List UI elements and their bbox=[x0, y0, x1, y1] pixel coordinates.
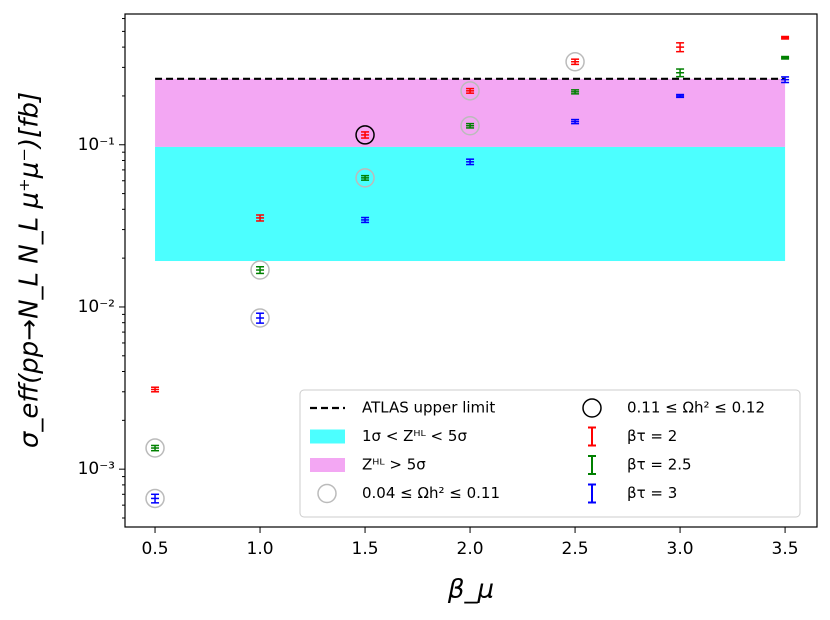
legend-label: Zᴴᴸ > 5σ bbox=[362, 456, 426, 474]
relic-circle bbox=[145, 488, 165, 509]
error-bar bbox=[256, 214, 265, 222]
legend-label: βτ = 3 bbox=[627, 484, 677, 502]
error-bar bbox=[781, 35, 790, 40]
error-bar bbox=[361, 174, 370, 181]
x-tick-label: 3.0 bbox=[667, 539, 694, 559]
relic-circle bbox=[460, 81, 480, 101]
legend-label: 1σ < Zᴴᴸ < 5σ bbox=[362, 427, 467, 445]
error-bar bbox=[466, 158, 475, 166]
relic-circle bbox=[250, 260, 270, 280]
error-bar bbox=[571, 118, 580, 125]
legend-circle bbox=[317, 483, 337, 504]
relic-circle bbox=[460, 115, 480, 136]
x-tick-label: 3.5 bbox=[772, 539, 799, 559]
error-bar bbox=[781, 76, 790, 84]
y-tick-label: 10⁻³ bbox=[78, 459, 115, 479]
relic-circle bbox=[355, 168, 375, 188]
x-tick-label: 2.0 bbox=[457, 539, 484, 559]
x-tick-label: 1.0 bbox=[247, 539, 274, 559]
error-bar bbox=[256, 312, 265, 324]
relic-circle bbox=[250, 308, 270, 328]
error-bar bbox=[676, 42, 685, 53]
legend-label: ATLAS upper limit bbox=[362, 399, 495, 417]
relic-circle bbox=[145, 438, 165, 458]
error-bar bbox=[676, 93, 685, 99]
y-tick-label: 10⁻² bbox=[78, 297, 115, 317]
error-bar bbox=[151, 493, 160, 504]
legend-swatch bbox=[310, 458, 345, 472]
x-tick-label: 1.5 bbox=[352, 539, 379, 559]
legend-circle bbox=[582, 398, 602, 418]
y-axis-label: σ_eff(pp→N_L N_L μ⁺μ⁻)[fb] bbox=[15, 92, 45, 448]
error-bar bbox=[256, 265, 265, 275]
y-tick-label: 10⁻¹ bbox=[78, 135, 115, 155]
legend-box bbox=[299, 389, 801, 518]
error-bar bbox=[676, 68, 685, 78]
legend-swatch bbox=[310, 429, 345, 444]
error-bar bbox=[151, 444, 160, 452]
error-bar bbox=[466, 122, 475, 129]
error-bar bbox=[466, 87, 475, 94]
band bbox=[155, 146, 786, 262]
x-axis-label: β_μ bbox=[447, 575, 494, 605]
legend-label: 0.11 ≤ Ωh² ≤ 0.12 bbox=[627, 399, 765, 417]
legend-label: βτ = 2.5 bbox=[627, 456, 692, 474]
error-bar bbox=[151, 386, 160, 393]
legend: ATLAS upper limit 1σ < Zᴴᴸ < 5σ Zᴴᴸ > 5σ 0.… bbox=[299, 389, 801, 518]
error-bar bbox=[361, 216, 370, 224]
relic-circle bbox=[565, 51, 585, 72]
error-bar bbox=[571, 58, 580, 66]
error-bar bbox=[571, 89, 580, 95]
legend-label: βτ = 2 bbox=[627, 427, 677, 445]
error-bar bbox=[781, 55, 790, 60]
legend-label: 0.04 ≤ Ωh² ≤ 0.11 bbox=[362, 484, 500, 502]
error-bar bbox=[361, 131, 370, 139]
relic-circle bbox=[355, 125, 375, 145]
x-tick-label: 0.5 bbox=[142, 539, 169, 559]
plot-frame bbox=[124, 13, 818, 528]
x-tick-label: 2.5 bbox=[562, 539, 589, 559]
